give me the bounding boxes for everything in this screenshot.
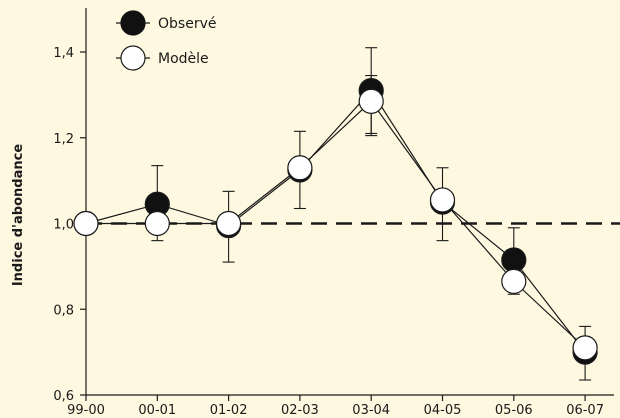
y-tick-label: 1,4 [53, 46, 74, 61]
y-tick-label: 1,2 [53, 132, 74, 147]
y-tick-label: 0,6 [53, 389, 74, 404]
x-tick-label: 00-01 [138, 403, 176, 418]
x-tick-label: 99-00 [67, 403, 105, 418]
x-ticks: 99-00 00-01 01-02 02-03 03-04 04-05 05-06 06-07 [67, 395, 604, 418]
markers [73, 77, 598, 365]
x-tick-label: 05-06 [495, 403, 533, 418]
legend-item-modele: Modèle [116, 45, 209, 71]
data-point-modele [144, 210, 170, 237]
y-ticks: 0,6 0,8 1,0 1,2 1,4 [53, 46, 86, 404]
data-point-modele [287, 155, 313, 181]
legend-item-observe: Observé [116, 10, 216, 36]
legend-marker-modele [120, 45, 146, 71]
x-tick-label: 06-07 [566, 403, 604, 418]
legend-marker-observe [120, 10, 146, 36]
data-point-modele [429, 187, 456, 213]
data-point-modele [216, 210, 242, 237]
y-tick-label: 1,0 [53, 218, 74, 233]
x-tick-label: 03-04 [352, 403, 390, 418]
x-tick-label: 01-02 [210, 403, 248, 418]
legend-label-observe: Observé [158, 16, 216, 32]
legend-label-modele: Modèle [158, 51, 209, 67]
x-tick-label: 04-05 [424, 403, 462, 418]
data-point-observe [501, 247, 527, 273]
legend: Observé Modèle [116, 10, 216, 71]
data-point-modele [358, 88, 384, 114]
y-axis-title: Indice d'abondance [11, 144, 26, 286]
data-point-modele [572, 335, 598, 361]
data-point-modele [501, 268, 527, 294]
x-tick-label: 02-03 [281, 403, 319, 418]
data-point-modele [73, 210, 99, 237]
y-tick-label: 0,8 [53, 303, 74, 318]
